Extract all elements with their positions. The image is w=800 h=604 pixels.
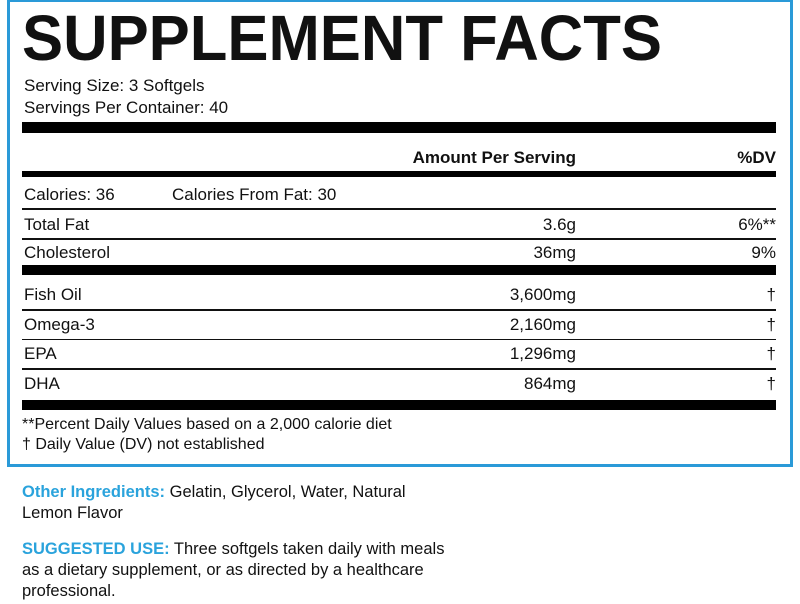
thick-rule <box>22 265 776 275</box>
text: Three softgels taken daily with meals as… <box>22 540 445 600</box>
thick-rule <box>22 400 776 410</box>
amount: 1,296mg <box>509 344 576 364</box>
daily-value: † <box>766 314 776 334</box>
nutrient-name: DHA <box>24 374 60 394</box>
nutrient-name: Total Fat <box>24 215 90 234</box>
calories: Calories: 36 <box>24 185 115 204</box>
footnote: **Percent Daily Values based on a 2,000 … <box>22 416 392 433</box>
thick-rule <box>22 171 776 177</box>
amount: 3.6g <box>542 215 576 234</box>
daily-value: † <box>766 344 776 364</box>
nutrient-name: Fish Oil <box>24 285 82 304</box>
label: SUGGESTED USE: <box>22 540 170 558</box>
rule <box>22 238 776 240</box>
daily-value: † <box>766 374 776 394</box>
suggested-use: SUGGESTED USE: Three softgels taken dail… <box>22 539 452 602</box>
daily-value: † <box>766 285 776 304</box>
nutrient-name: Omega-3 <box>24 314 95 334</box>
serving-size: Serving Size: 3 Softgels <box>24 76 205 95</box>
title: SUPPLEMENT FACTS <box>22 2 662 70</box>
facts-box <box>7 0 793 467</box>
nutrient-name: EPA <box>24 344 57 364</box>
column-header: %DV <box>737 148 776 167</box>
nutrient-name: Cholesterol <box>24 243 110 262</box>
amount: 36mg <box>533 243 576 262</box>
title-svg: SUPPLEMENT FACTS <box>22 2 662 70</box>
rule <box>22 338 776 341</box>
column-header: Amount Per Serving <box>412 148 576 167</box>
daily-value: 9% <box>751 243 776 262</box>
thick-rule <box>22 122 776 133</box>
amount: 2,160mg <box>509 314 576 334</box>
rule <box>22 368 776 370</box>
amount: 864mg <box>524 374 576 394</box>
amount: 3,600mg <box>509 285 576 304</box>
calories-from-fat: Calories From Fat: 30 <box>172 185 337 204</box>
daily-value: 6%** <box>738 215 776 234</box>
rule <box>22 208 776 210</box>
text: Gelatin, Glycerol, Water, Natural Lemon … <box>22 483 406 522</box>
footnote: † Daily Value (DV) not established <box>22 436 265 453</box>
servings-per-container: Servings Per Container: 40 <box>24 98 229 117</box>
label: Other Ingredients: <box>22 483 166 501</box>
other-ingredients: Other Ingredients: Gelatin, Glycerol, Wa… <box>22 482 452 524</box>
rule <box>22 309 776 311</box>
